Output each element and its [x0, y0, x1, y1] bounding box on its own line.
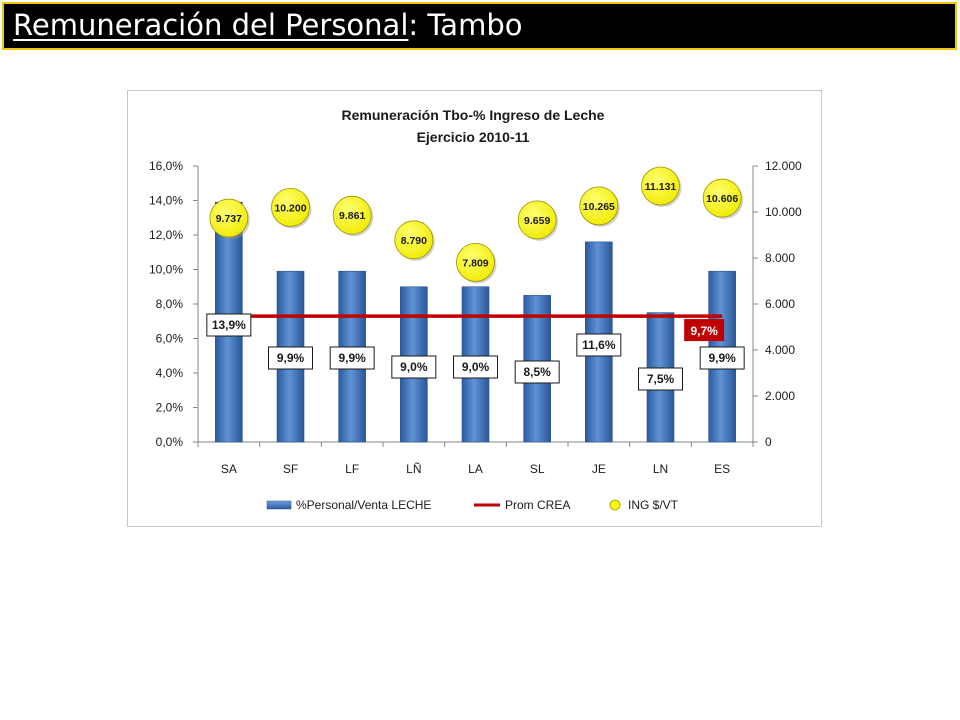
slide-title: Remuneración del Personal: Tambo	[13, 7, 522, 43]
chart-title: Remuneración Tbo-% Ingreso de Leche	[342, 107, 605, 123]
slide-title-suffix: : Tambo	[408, 8, 523, 42]
x-tick-label: LF	[345, 462, 359, 476]
bar-value-box	[638, 367, 683, 391]
left-tick-label: 4,0%	[156, 366, 184, 380]
x-tick-label: JE	[592, 462, 606, 476]
chart-container: Remuneración Tbo-% Ingreso de Leche Ejer…	[127, 90, 822, 527]
ing-bubble-label: 7.809	[462, 257, 488, 269]
ing-bubble-label: 9.737	[216, 213, 242, 225]
left-tick-label: 14,0%	[149, 194, 183, 208]
bar-value-label: 9,9%	[277, 351, 305, 365]
bar-value-box	[329, 346, 375, 370]
bar-labels-group: 13,9% 9,9% 9,9% 9,0% 9,0% 8,5% 11,6% 7,5% 9,9%	[206, 313, 745, 391]
slide-title-main: Remuneración del Personal	[13, 8, 409, 42]
chart-svg: Remuneración Tbo-% Ingreso de Leche Ejer…	[149, 107, 802, 512]
right-tick-label: 0	[765, 435, 772, 449]
bar-value-label: 7,5%	[647, 372, 675, 386]
prom-crea-label: 9,7%	[690, 324, 718, 338]
legend-bar-swatch	[266, 500, 292, 510]
right-tick-label: 6.000	[765, 297, 795, 311]
x-tick-label: SA	[221, 462, 237, 476]
right-tick-label: 4.000	[765, 343, 795, 357]
ing-bubble-label: 9.659	[524, 215, 550, 227]
ing-bubble	[271, 188, 310, 227]
right-tick-label: 8.000	[765, 251, 795, 265]
bar-value-box	[391, 355, 437, 379]
bar-value-box	[514, 360, 560, 384]
right-tick-label: 12.000	[765, 159, 802, 173]
ing-bubble-label: 10.200	[274, 202, 306, 214]
bar-value-label: 9,0%	[462, 360, 490, 374]
bar-value-label: 9,9%	[708, 351, 736, 365]
x-tick-label: LÑ	[406, 462, 421, 476]
x-tick-label: SF	[283, 462, 298, 476]
x-tick-label: SL	[530, 462, 545, 476]
legend: %Personal/Venta LECHE Prom CREA ING $/VT	[266, 498, 679, 512]
left-tick-label: 8,0%	[156, 297, 184, 311]
x-tick-label: LA	[468, 462, 483, 476]
bars-group	[215, 201, 736, 443]
prom-crea-label-box	[684, 319, 725, 342]
average-line-group: 9,7%	[228, 314, 725, 342]
legend-bar-label: %Personal/Venta LECHE	[296, 498, 431, 512]
ing-bubble	[702, 178, 742, 218]
ing-bubble	[394, 220, 434, 260]
bar-value-label: 9,0%	[400, 360, 428, 374]
ing-bubble	[579, 186, 619, 226]
bar-value-box	[576, 333, 622, 357]
bar-value-box	[268, 346, 313, 370]
ing-bubble-label: 11.131	[645, 181, 677, 193]
axes-group: 0,0% 2,0% 4,0% 6,0% 8,0% 10,0% 12,0% 14,0% 16,0%…	[149, 159, 802, 476]
bar-value-box	[699, 346, 745, 370]
ing-bubble-label: 10.265	[583, 201, 615, 213]
ing-bubble	[332, 195, 372, 235]
bubbles-group: 9.737 10.200 9.861 8.790 7.809 9.659 10.265 11.…	[209, 166, 744, 284]
right-tick-label: 2.000	[765, 389, 795, 403]
ing-bubble	[456, 242, 495, 282]
left-tick-label: 0,0%	[156, 435, 184, 449]
slide-title-bar: Remuneración del Personal: Tambo	[2, 2, 957, 50]
legend-bubble-label: ING $/VT	[628, 498, 679, 512]
bar-value-box	[453, 355, 498, 379]
ing-bubble	[517, 200, 557, 240]
bar-value-box	[206, 313, 252, 337]
left-tick-label: 16,0%	[149, 159, 183, 173]
right-tick-label: 10.000	[765, 205, 802, 219]
bar-value-label: 9,9%	[338, 351, 366, 365]
left-tick-label: 10,0%	[149, 263, 183, 277]
ing-bubble-label: 8.790	[401, 235, 427, 247]
ing-bubble	[641, 166, 680, 206]
left-tick-label: 2,0%	[156, 401, 184, 415]
ing-bubble-label: 9.861	[339, 210, 365, 222]
legend-bubble-swatch	[609, 499, 621, 511]
ing-bubble	[209, 198, 249, 238]
bar-value-label: 13,9%	[212, 318, 246, 332]
x-tick-label: ES	[714, 462, 730, 476]
ing-bubble-label: 10.606	[706, 193, 738, 205]
bar-value-label: 8,5%	[523, 365, 551, 379]
legend-line-label: Prom CREA	[505, 498, 570, 512]
x-tick-label: LN	[653, 462, 668, 476]
left-tick-label: 12,0%	[149, 228, 183, 242]
chart-subtitle: Ejercicio 2010-11	[417, 129, 530, 145]
bar-value-label: 11,6%	[582, 338, 616, 352]
left-tick-label: 6,0%	[156, 332, 184, 346]
